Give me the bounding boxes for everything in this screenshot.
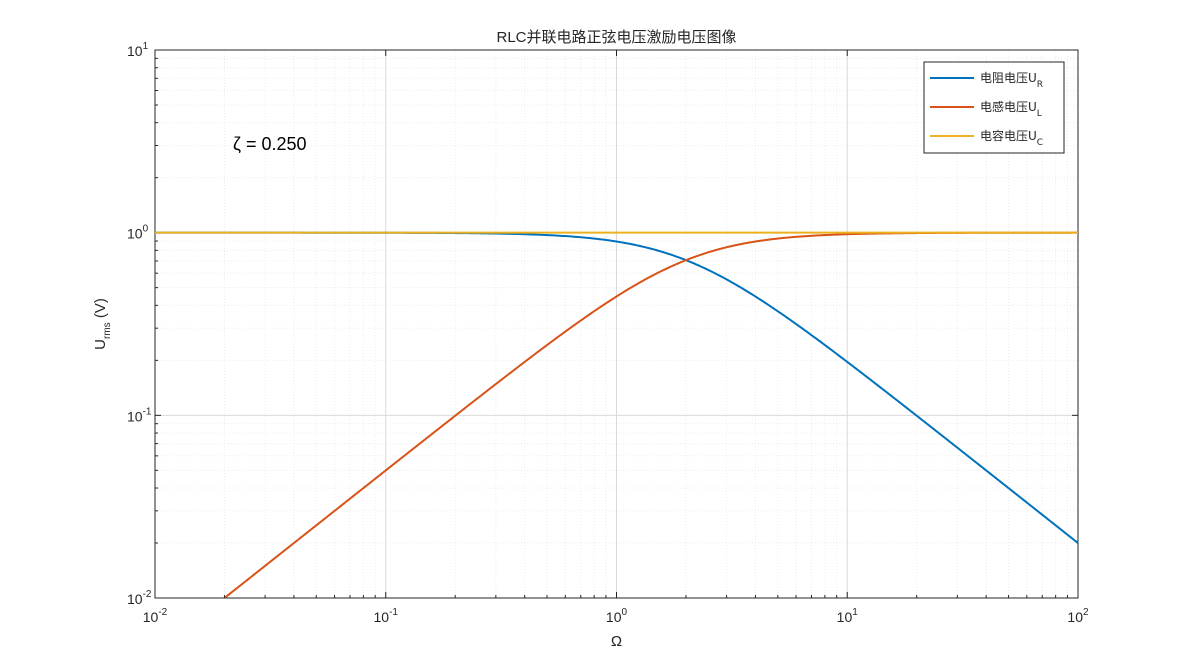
x-tick-label: 10-1 <box>374 607 399 625</box>
x-tick-label-exponent: 2 <box>1083 607 1089 618</box>
x-tick-label-exponent: 0 <box>622 607 628 618</box>
x-tick-label-base: 10 <box>837 609 853 625</box>
chart-title: RLC并联电路正弦电压激励电压图像 <box>496 29 736 46</box>
x-tick-label: 10-2 <box>143 607 168 625</box>
x-tick-label-base: 10 <box>374 609 390 625</box>
y-axis-label-main: U <box>92 339 109 350</box>
legend-label-subscript: C <box>1037 138 1043 148</box>
y-axis-label-unit: (V) <box>92 298 109 322</box>
x-tick-label-base: 10 <box>606 609 622 625</box>
y-tick-label-exponent: 1 <box>143 41 149 52</box>
x-tick-label-base: 10 <box>143 609 159 625</box>
x-tick-label-base: 10 <box>1067 609 1083 625</box>
x-tick-label: 102 <box>1067 607 1089 625</box>
legend-label-subscript: R <box>1037 80 1043 90</box>
y-tick-label-base: 10 <box>127 408 143 424</box>
y-tick-label-base: 10 <box>127 591 143 607</box>
legend-label-R: 电阻电压UR <box>980 71 1043 90</box>
zeta-annotation: ζ = 0.250 <box>233 134 307 154</box>
y-tick-label: 100 <box>127 224 149 242</box>
x-axis-label: Ω <box>611 633 622 650</box>
series-layer <box>155 231 1079 599</box>
y-tick-label-exponent: -2 <box>143 589 152 600</box>
legend-label-name: 电阻电压U <box>980 71 1037 85</box>
y-tick-label-exponent: -1 <box>143 406 152 417</box>
y-tick-label: 10-1 <box>127 406 152 424</box>
legend-label-L: 电感电压UL <box>980 99 1042 119</box>
x-tick-label-exponent: -1 <box>389 607 398 618</box>
y-tick-label-base: 10 <box>127 43 143 59</box>
y-axis-label-subscript: rms <box>102 322 113 339</box>
y-tick-label: 101 <box>127 41 149 59</box>
y-tick-label-exponent: 0 <box>143 224 149 235</box>
legend-label-name: 电容电压U <box>980 128 1037 143</box>
y-axis-label: Urms (V) <box>92 298 113 350</box>
x-tick-label-exponent: -2 <box>158 607 167 618</box>
y-tick-label-base: 10 <box>127 226 143 242</box>
x-tick-label: 101 <box>837 607 859 625</box>
legend-label-C: 电容电压UC <box>980 128 1043 148</box>
legend-label-subscript: L <box>1037 109 1042 119</box>
x-tick-label: 100 <box>606 607 628 625</box>
legend-label-name: 电感电压U <box>980 99 1037 114</box>
grid-layer <box>154 50 1078 599</box>
y-tick-label: 10-2 <box>127 589 152 607</box>
x-tick-label-exponent: 1 <box>852 607 858 618</box>
